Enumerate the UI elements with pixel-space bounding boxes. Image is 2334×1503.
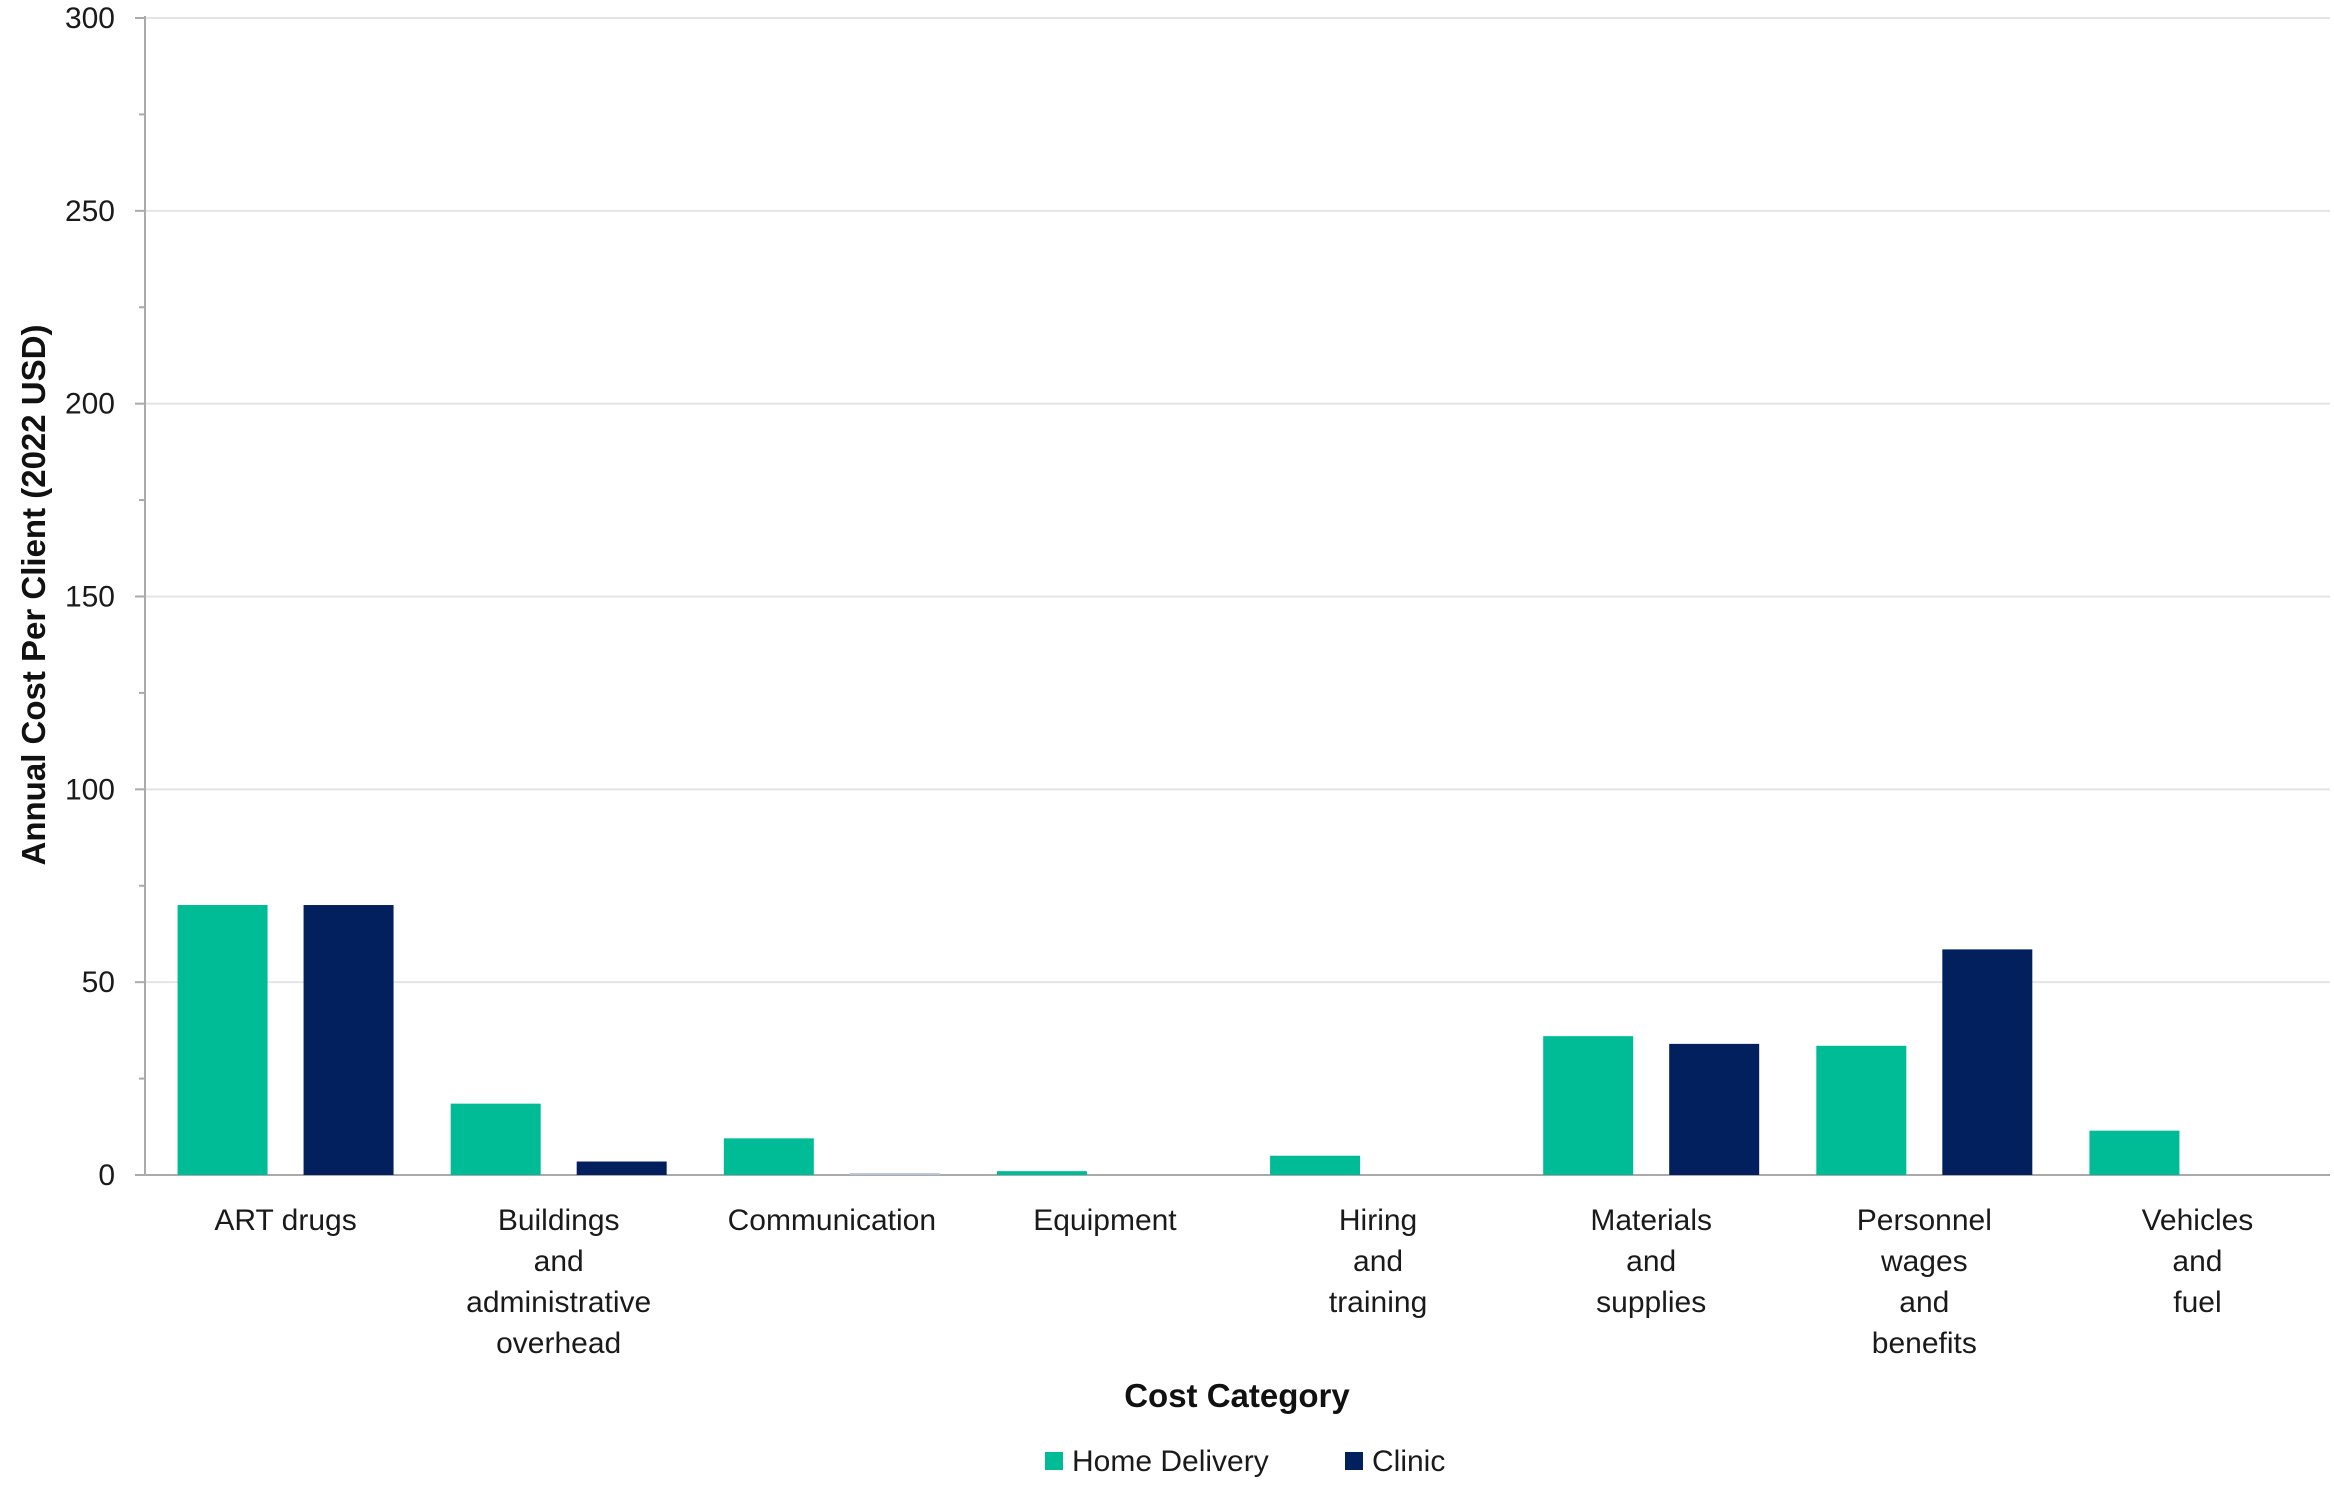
y-tick-label: 150 bbox=[65, 581, 115, 614]
x-tick-labels: ART drugs Buildings and administrative overh… bbox=[214, 1204, 2253, 1360]
bar-home-delivery bbox=[1270, 1155, 1361, 1175]
bar-home-delivery bbox=[1543, 1036, 1634, 1175]
x-tick-label: and bbox=[1353, 1245, 1403, 1278]
y-tick-label: 250 bbox=[65, 195, 115, 228]
bar-home-delivery bbox=[723, 1138, 814, 1175]
x-axis-title: Cost Category bbox=[1124, 1377, 1350, 1414]
y-tick-label: 300 bbox=[65, 2, 115, 35]
x-tick-label: ART drugs bbox=[214, 1204, 356, 1237]
bar-home-delivery bbox=[2089, 1130, 2180, 1175]
bar-clinic bbox=[1669, 1043, 1760, 1175]
x-tick-label: administrative bbox=[466, 1286, 651, 1319]
bar-home-delivery bbox=[177, 905, 268, 1175]
legend-swatch bbox=[1345, 1452, 1363, 1470]
y-tick-labels: 0 50 100 150 200 250 300 bbox=[65, 2, 115, 1192]
legend-label: Home Delivery bbox=[1072, 1445, 1269, 1478]
gridlines bbox=[145, 17, 2330, 984]
legend: Home Delivery Clinic bbox=[1045, 1445, 1445, 1478]
x-tick-label: and bbox=[1899, 1286, 1949, 1319]
x-tick-label: training bbox=[1329, 1286, 1427, 1319]
x-tick-label: Personnel bbox=[1857, 1204, 1992, 1237]
x-tick-label: and bbox=[534, 1245, 584, 1278]
bar-clinic bbox=[849, 1173, 940, 1175]
bar-home-delivery bbox=[450, 1103, 541, 1175]
y-tick-label: 0 bbox=[98, 1159, 115, 1192]
legend-swatch bbox=[1045, 1452, 1063, 1470]
y-axis-title: Annual Cost Per Client (2022 USD) bbox=[15, 325, 52, 866]
x-tick-label: wages bbox=[1880, 1245, 1968, 1278]
x-tick-label: and bbox=[1626, 1245, 1676, 1278]
x-tick-label: Hiring bbox=[1339, 1204, 1417, 1237]
y-tick-label: 50 bbox=[82, 966, 115, 999]
bar-clinic bbox=[1942, 949, 2033, 1175]
x-tick-label: overhead bbox=[496, 1327, 621, 1360]
x-tick-label: and bbox=[2172, 1245, 2222, 1278]
x-tick-label: Equipment bbox=[1033, 1204, 1177, 1237]
y-tick-label: 100 bbox=[65, 773, 115, 806]
bar-clinic bbox=[303, 905, 394, 1175]
bar-home-delivery bbox=[1816, 1045, 1907, 1175]
x-tick-label: Materials bbox=[1590, 1204, 1712, 1237]
x-tick-label: supplies bbox=[1596, 1286, 1706, 1319]
x-tick-label: benefits bbox=[1872, 1327, 1977, 1360]
x-tick-label: Communication bbox=[728, 1204, 936, 1237]
bars bbox=[177, 905, 2180, 1175]
bar-home-delivery bbox=[996, 1171, 1087, 1175]
bar-clinic bbox=[576, 1161, 667, 1175]
x-tick-label: Vehicles bbox=[2142, 1204, 2254, 1237]
legend-label: Clinic bbox=[1372, 1445, 1445, 1478]
y-tick-label: 200 bbox=[65, 388, 115, 421]
x-tick-label: Buildings bbox=[498, 1204, 620, 1237]
x-tick-label: fuel bbox=[2173, 1286, 2221, 1319]
